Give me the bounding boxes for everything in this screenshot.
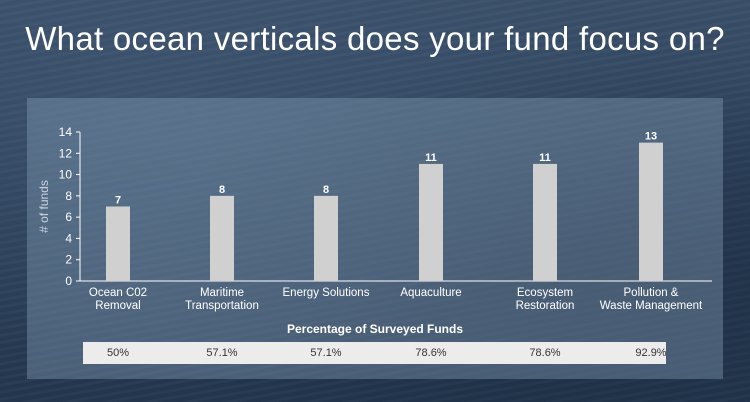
x-category-label: Energy Solutions [283, 287, 370, 299]
y-tick-label: 10 [59, 168, 73, 182]
percentage-cell: 57.1% [206, 347, 238, 359]
slide-title: What ocean verticals does your fund focu… [25, 20, 725, 57]
bar-data-label: 8 [219, 184, 225, 196]
y-axis-title: # of funds [37, 180, 51, 233]
y-tick-label: 0 [65, 274, 72, 288]
y-tick-label: 8 [65, 189, 72, 203]
percentage-cell: 78.6% [415, 347, 447, 359]
x-category-label: Waste Management [600, 300, 703, 312]
bar [314, 195, 338, 281]
percentage-table: 50% 57.1% 57.1% 78.6% 78.6% 92.9% [83, 342, 667, 364]
bar [639, 142, 663, 281]
x-category-label: Pollution & [624, 287, 679, 299]
bar [533, 163, 557, 281]
x-category-label: Ecosystem [517, 287, 573, 299]
y-tick-label: 12 [59, 146, 73, 160]
percentage-cell: 57.1% [310, 347, 342, 359]
x-category-label: Removal [95, 300, 140, 312]
percentage-heading: Percentage of Surveyed Funds [286, 322, 464, 336]
bar-data-label: 11 [425, 152, 437, 164]
bar [210, 195, 234, 281]
y-tick-label: 4 [65, 231, 72, 245]
x-category-label: Aquaculture [400, 287, 461, 299]
bar-data-label: 7 [115, 195, 121, 207]
chart-panel [27, 98, 723, 379]
bar-data-label: 8 [323, 184, 329, 196]
y-tick-label: 6 [65, 210, 72, 224]
percentage-cell: 78.6% [529, 347, 561, 359]
x-category-label: Maritime [200, 287, 244, 299]
bar [419, 163, 443, 281]
x-category-label: Ocean C02 [89, 287, 147, 299]
bar-data-label: 13 [645, 131, 657, 143]
y-tick-label: 14 [59, 125, 73, 139]
percentage-cell: 50% [106, 347, 130, 359]
bar [106, 206, 130, 281]
bar-data-label: 11 [539, 152, 551, 164]
percentage-cell: 92.9% [635, 347, 667, 359]
x-category-label: Restoration [516, 300, 575, 312]
y-tick-label: 2 [65, 253, 72, 267]
x-category-label: Transportation [185, 300, 259, 312]
